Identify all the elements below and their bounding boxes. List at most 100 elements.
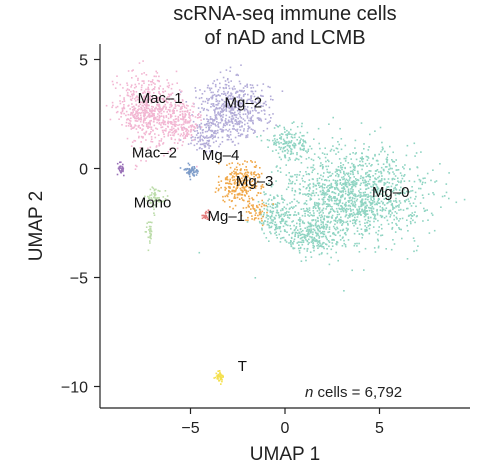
cell-point [341,184,343,186]
cell-point [289,145,291,147]
cell-point [312,207,315,209]
cell-point [245,136,247,139]
cell-point [255,102,258,104]
cell-point [249,84,252,86]
cell-point [282,143,284,145]
cell-point [138,62,141,64]
cell-point [238,123,240,126]
cell-point [252,93,255,95]
cell-point [310,231,312,234]
cell-point [262,213,265,216]
cell-point [167,93,170,96]
cell-point [335,199,338,202]
cell-point [295,179,298,181]
cell-point [219,82,221,85]
cell-point [177,104,179,107]
cell-point [242,175,245,177]
cell-point [226,182,228,184]
cell-point [315,226,318,228]
cell-point [326,216,328,218]
cell-point [317,172,319,175]
cell-point [252,207,254,209]
cell-point [219,378,222,381]
cell-point [162,143,164,145]
cell-point [405,199,408,201]
cell-point [259,117,261,120]
cell-point [135,111,138,114]
cell-point [372,226,375,228]
cell-point [392,189,395,192]
cell-point [423,207,425,210]
cell-point [173,125,176,127]
cell-point [288,140,290,143]
cell-point [253,173,255,175]
cell-point [290,243,292,245]
cell-point [354,216,356,219]
cell-point [148,197,151,200]
cell-point [154,101,156,103]
cell-point [181,128,183,130]
cell-point [343,172,345,175]
cell-point [187,162,190,165]
cell-point [165,130,167,132]
cell-point [225,109,227,112]
cell-point [296,152,298,154]
cell-point [244,119,246,122]
cell-point [199,139,201,141]
cell-point [142,120,145,123]
cell-point [221,380,223,383]
cell-point [315,188,318,190]
cell-point [150,140,152,143]
cell-point [325,235,327,238]
cell-point [284,239,286,241]
cell-point [298,136,301,139]
cell-point [168,94,171,96]
cell-point [316,180,319,182]
cell-point [236,109,239,112]
cell-point [377,176,379,179]
cell-point [125,110,128,113]
cell-point [177,127,179,130]
cell-point [358,242,360,245]
cell-point [145,123,148,126]
cell-point [398,193,400,196]
cell-point [291,201,293,203]
cell-point [314,201,316,204]
cell-point [328,228,331,230]
cell-point [169,121,172,123]
cell-point [167,126,169,128]
cell-point [145,107,148,110]
cell-point [411,189,414,192]
cell-point [222,103,225,105]
cell-point [197,136,200,139]
cell-point [308,209,311,211]
cell-point [361,168,363,171]
cell-point [363,193,365,196]
cell-point [182,141,184,143]
cell-point [234,194,236,196]
cell-point [154,116,156,119]
cell-point [286,137,288,139]
cell-point [201,217,204,220]
cell-point [205,123,208,125]
cell-point [376,186,379,189]
cell-point [328,245,330,248]
cell-point [373,187,376,189]
cell-point [369,191,372,194]
cell-point [357,213,359,216]
cell-point [145,109,148,112]
cell-point [308,207,311,209]
cell-point [279,241,282,243]
cell-point [407,191,409,193]
cell-point [298,252,301,254]
cell-point [239,105,241,108]
cell-point [342,186,345,188]
cell-point [222,130,224,133]
cell-point [374,183,376,185]
cell-point [164,120,166,123]
cell-point [246,86,249,88]
cell-point [318,214,321,217]
cell-point [312,164,315,166]
cell-point [242,185,244,187]
cell-point [139,103,142,106]
